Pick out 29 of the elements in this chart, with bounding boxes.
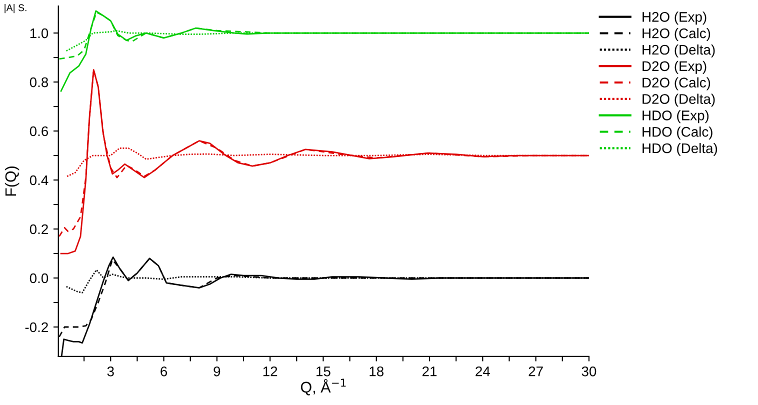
x-tick-label: 15: [316, 366, 330, 376]
text: |A| S.: [4, 4, 26, 14]
y-tick-label: 0.2: [30, 224, 48, 234]
x-tick-label: 6: [160, 366, 168, 376]
y-tick-label: 0.0: [30, 273, 48, 284]
y-tick-label: 0.4: [30, 175, 48, 186]
x-tick-label: 18: [370, 366, 384, 376]
y-tick-label: 0.8: [30, 77, 48, 88]
legend-label: D2O (Exp): [642, 60, 706, 74]
legend-label: H2O (Calc): [642, 28, 710, 41]
x-tick-label: 9: [214, 366, 220, 376]
x-tick-label: 30: [582, 366, 596, 376]
legend-label: H2O (Delta): [642, 44, 715, 58]
x-tick-label: 27: [528, 366, 543, 376]
x-tick-label: 21: [422, 366, 437, 376]
legend-label: D2O (Calc): [642, 77, 710, 90]
y-tick-label: 0.6: [30, 126, 48, 136]
y-tick-label: 1.0: [30, 28, 48, 38]
x-axis-title: Q, Å$^{−1}$: [300, 378, 346, 396]
x-tick-label: 24: [476, 366, 490, 376]
x-tick-label: 3: [107, 366, 114, 376]
x-tick-label: 12: [263, 366, 278, 376]
legend-label: H2O (Exp): [642, 12, 706, 25]
legend-label: D2O (Delta): [642, 94, 715, 107]
y-axis-title: F(Q): [4, 166, 20, 196]
y-tick-label: -0.2: [25, 322, 48, 332]
legend-label: HDO (Exp): [642, 110, 709, 124]
legend-label: HDO (Calc): [642, 126, 712, 140]
legend-label: HDO (Delta): [642, 142, 718, 156]
